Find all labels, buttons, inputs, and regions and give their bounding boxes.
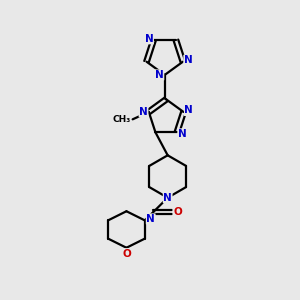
Text: CH₃: CH₃ — [113, 115, 131, 124]
Text: N: N — [178, 129, 187, 139]
Text: N: N — [146, 214, 155, 224]
Text: N: N — [155, 70, 164, 80]
Text: N: N — [184, 55, 193, 65]
Text: N: N — [139, 107, 148, 117]
Text: N: N — [145, 34, 153, 44]
Text: O: O — [122, 249, 131, 259]
Text: O: O — [173, 207, 182, 218]
Text: N: N — [163, 193, 172, 203]
Text: N: N — [184, 106, 193, 116]
